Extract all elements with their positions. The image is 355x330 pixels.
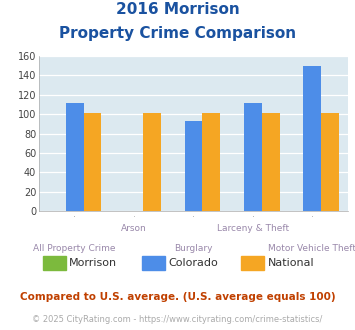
Bar	[304, 66, 321, 211]
Text: Burglary: Burglary	[174, 244, 213, 253]
Text: National: National	[268, 258, 315, 268]
Text: Compared to U.S. average. (U.S. average equals 100): Compared to U.S. average. (U.S. average …	[20, 292, 335, 302]
Text: © 2025 CityRating.com - https://www.cityrating.com/crime-statistics/: © 2025 CityRating.com - https://www.city…	[32, 315, 323, 324]
Text: Arson: Arson	[121, 224, 147, 233]
Text: Larceny & Theft: Larceny & Theft	[217, 224, 289, 233]
Text: 2016 Morrison: 2016 Morrison	[116, 2, 239, 16]
Bar	[185, 121, 202, 211]
Bar	[83, 113, 102, 211]
Text: Motor Vehicle Theft: Motor Vehicle Theft	[268, 244, 355, 253]
Bar	[244, 103, 262, 211]
Bar	[321, 113, 339, 211]
Bar	[202, 113, 220, 211]
Text: Colorado: Colorado	[169, 258, 218, 268]
Text: Property Crime Comparison: Property Crime Comparison	[59, 26, 296, 41]
Bar	[143, 113, 161, 211]
Bar	[262, 113, 280, 211]
Bar	[66, 103, 83, 211]
Text: Morrison: Morrison	[69, 258, 118, 268]
Text: All Property Crime: All Property Crime	[33, 244, 116, 253]
